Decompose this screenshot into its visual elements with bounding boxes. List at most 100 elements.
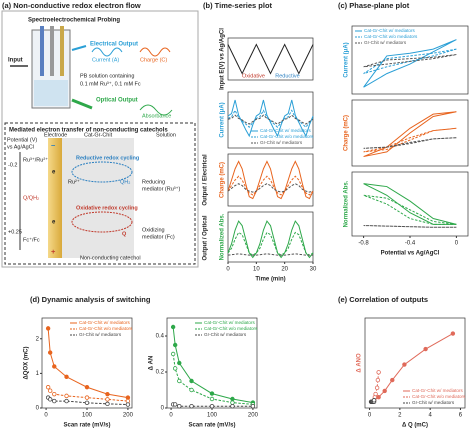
- cycle: [71, 161, 133, 183]
- series-line: [363, 137, 457, 149]
- solution: [34, 80, 68, 106]
- label: Charge (C): [140, 57, 167, 63]
- marker: [125, 395, 131, 400]
- series-line: [227, 253, 313, 256]
- plot-frame: [227, 211, 314, 263]
- marker: [52, 391, 57, 397]
- plot-frame: [351, 25, 469, 95]
- series-line: [227, 160, 314, 200]
- marker: [209, 396, 215, 402]
- side-label: Output / Optical: [203, 215, 209, 260]
- label: Mediated electron transfer of non-conduc…: [9, 128, 168, 134]
- label: Non-conducting catechol: [80, 255, 141, 261]
- inner-frame: [4, 122, 196, 265]
- label: PB solution containing: [80, 73, 134, 79]
- label: Cat-Gr-Chit: [84, 132, 113, 138]
- arrow: [71, 45, 87, 51]
- marker: [177, 404, 182, 409]
- marker: [125, 402, 131, 407]
- x-tick-label: 10: [253, 267, 260, 273]
- label: -0.2: [8, 162, 17, 168]
- marker: [189, 378, 194, 384]
- label: Absorbance: [142, 113, 171, 119]
- label: −: [51, 141, 56, 150]
- plot-frame: [227, 91, 314, 149]
- marker: [125, 398, 131, 404]
- marker: [189, 387, 194, 393]
- y-axis-label: ΔQOX (mC): [24, 347, 30, 380]
- marker: [373, 391, 378, 397]
- icon: [91, 47, 123, 57]
- x-axis-label: Time (min): [255, 277, 285, 283]
- marker: [450, 331, 456, 336]
- x-tick-label: 20: [281, 267, 288, 273]
- marker: [371, 398, 377, 403]
- marker: [47, 388, 53, 393]
- cycle: [71, 211, 133, 233]
- marker: [105, 397, 110, 402]
- y-axis-label: Δ ANO: [357, 353, 363, 373]
- x-tick-label: 0: [455, 241, 459, 247]
- marker: [402, 362, 407, 367]
- marker: [64, 398, 69, 404]
- legend-label: Gr-Chit w/ mediators: [79, 332, 122, 337]
- plot-frame: [227, 153, 314, 207]
- y-axis-label: Normalized Abs.: [220, 213, 226, 260]
- marker: [177, 378, 182, 384]
- electrode: [40, 26, 44, 76]
- panel-title: (d) Dynamic analysis of switching: [30, 295, 151, 304]
- label: Reductive redox cycling: [76, 155, 139, 161]
- series-line: [363, 54, 457, 68]
- series-line: [363, 127, 457, 153]
- label: Ru²⁺: [68, 178, 80, 185]
- y-axis-label: Normalized Abs.: [344, 180, 350, 227]
- label: Current (A): [92, 57, 119, 63]
- legend-label: Cat-Gr-Chit w/o mediators: [204, 326, 258, 331]
- label: Electrical Output: [90, 42, 138, 48]
- marker: [84, 395, 90, 400]
- annotation: Reductive: [275, 73, 299, 79]
- y-tick-label: 0.2: [156, 370, 165, 376]
- marker: [64, 374, 69, 380]
- x-tick-label: 2: [398, 413, 402, 419]
- plot-frame: [227, 37, 314, 81]
- icon: [139, 47, 171, 57]
- series-line: [227, 220, 314, 259]
- x-tick-label: 0: [169, 413, 173, 419]
- marker: [84, 385, 90, 390]
- series-line: [363, 194, 457, 225]
- y-tick-label: 0.4: [156, 334, 165, 340]
- label: e: [52, 220, 56, 226]
- electrode: [60, 26, 64, 76]
- x-tick-label: 30: [310, 267, 317, 273]
- legend-label: Gr-Chit w/ mediators: [260, 140, 303, 145]
- label: mediator (Fc): [142, 234, 175, 240]
- arrow: [71, 98, 93, 110]
- side-label: Output / Electrical: [203, 154, 209, 206]
- x-axis-label: Scan rate (mV/s): [63, 423, 110, 429]
- series-line: [227, 43, 314, 75]
- series-line: [227, 99, 314, 138]
- legend-label: Cat-Gr-Chit w/o mediators: [260, 134, 314, 139]
- legend-label: Cat-Gr-Chit w/ mediators: [412, 388, 463, 393]
- series-line: [363, 39, 457, 88]
- label: Fc⁺/Fc: [23, 236, 40, 243]
- legend-label: Cat-Gr-Chit w/o mediators: [79, 326, 133, 331]
- marker: [45, 326, 51, 331]
- legend-label: Cat-Gr-Chit w/o mediators: [364, 34, 418, 39]
- marker: [376, 370, 381, 375]
- electrode: [48, 138, 62, 258]
- y-axis-label: Δ AN: [149, 356, 155, 371]
- marker: [105, 391, 110, 397]
- marker: [47, 397, 53, 402]
- film: [62, 138, 134, 258]
- marker: [172, 366, 178, 371]
- x-axis-label: Potential vs Ag/AgCl: [381, 251, 440, 257]
- label: Q/QH₂: [23, 195, 39, 201]
- annotation: Oxidative: [242, 73, 265, 79]
- marker: [390, 377, 395, 383]
- series-line: [363, 225, 457, 228]
- x-tick-label: 0: [226, 267, 230, 273]
- marker: [230, 396, 235, 402]
- label: +: [51, 247, 56, 256]
